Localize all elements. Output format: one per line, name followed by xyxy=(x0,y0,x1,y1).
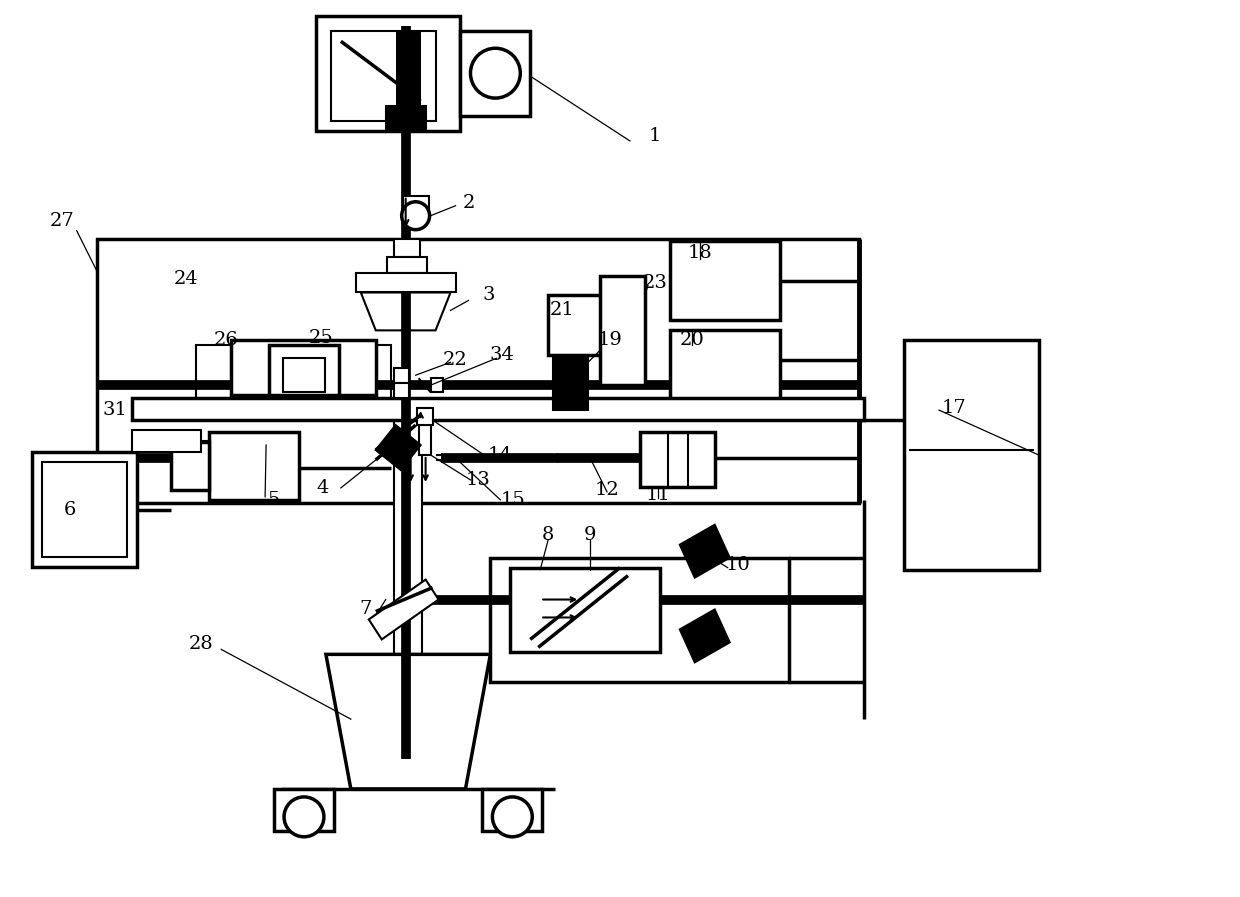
Bar xyxy=(396,31,420,106)
Bar xyxy=(670,330,780,405)
Text: 6: 6 xyxy=(63,501,76,518)
Text: 25: 25 xyxy=(309,329,334,347)
Text: 20: 20 xyxy=(680,331,704,349)
Bar xyxy=(32,452,136,567)
Bar xyxy=(394,383,409,398)
Bar xyxy=(131,398,864,420)
Bar xyxy=(331,31,435,121)
Text: 13: 13 xyxy=(466,471,491,489)
Text: 4: 4 xyxy=(316,479,329,497)
Text: 22: 22 xyxy=(443,352,467,370)
Bar xyxy=(394,420,422,679)
Text: 17: 17 xyxy=(941,399,966,417)
Polygon shape xyxy=(196,345,391,400)
Text: 14: 14 xyxy=(489,446,513,464)
Text: 16: 16 xyxy=(699,631,724,649)
Text: 19: 19 xyxy=(598,331,622,349)
Bar xyxy=(417,408,433,425)
Polygon shape xyxy=(361,292,450,330)
Text: 3: 3 xyxy=(482,286,495,304)
Bar xyxy=(283,358,325,392)
Bar xyxy=(511,568,660,652)
Bar xyxy=(904,340,1039,570)
Bar xyxy=(171,442,210,490)
Text: 2: 2 xyxy=(463,194,475,212)
Bar xyxy=(394,369,409,383)
Text: 9: 9 xyxy=(584,526,596,544)
Bar xyxy=(274,789,334,831)
Bar xyxy=(548,295,603,355)
Bar xyxy=(640,432,714,487)
Circle shape xyxy=(470,48,521,98)
Bar xyxy=(42,462,126,557)
Text: 12: 12 xyxy=(595,481,620,499)
Text: 26: 26 xyxy=(213,331,238,349)
Circle shape xyxy=(284,797,324,837)
Text: 27: 27 xyxy=(50,212,74,230)
Bar xyxy=(553,355,588,410)
Text: 21: 21 xyxy=(549,301,574,319)
Polygon shape xyxy=(680,609,729,662)
Bar xyxy=(419,425,430,455)
Bar xyxy=(670,240,780,320)
Bar xyxy=(210,432,299,500)
Circle shape xyxy=(402,202,429,230)
Bar xyxy=(403,196,429,213)
Text: 8: 8 xyxy=(542,526,554,544)
Text: 24: 24 xyxy=(174,269,198,288)
Text: 28: 28 xyxy=(188,635,213,653)
Bar xyxy=(386,106,425,131)
Text: 5: 5 xyxy=(267,491,279,509)
Text: 18: 18 xyxy=(687,244,712,262)
Bar xyxy=(387,257,427,273)
Bar xyxy=(316,16,460,131)
Bar xyxy=(269,345,339,396)
Text: 15: 15 xyxy=(501,491,526,509)
Bar xyxy=(430,379,443,392)
Text: 23: 23 xyxy=(642,274,667,292)
Bar xyxy=(356,273,455,292)
Text: 34: 34 xyxy=(490,346,515,364)
Bar xyxy=(490,558,790,683)
Text: 10: 10 xyxy=(725,555,750,574)
Bar xyxy=(600,275,645,385)
Text: 31: 31 xyxy=(102,401,126,419)
Bar xyxy=(394,239,419,257)
Polygon shape xyxy=(326,654,490,789)
Bar xyxy=(231,340,376,396)
Polygon shape xyxy=(680,525,729,578)
Text: 7: 7 xyxy=(360,600,372,619)
Bar xyxy=(482,789,542,831)
Bar xyxy=(131,430,201,452)
Polygon shape xyxy=(376,425,420,470)
Text: 11: 11 xyxy=(646,486,671,504)
Text: 1: 1 xyxy=(649,127,661,145)
Bar xyxy=(97,239,859,503)
Bar xyxy=(460,31,531,116)
Polygon shape xyxy=(368,579,439,640)
Circle shape xyxy=(492,797,532,837)
